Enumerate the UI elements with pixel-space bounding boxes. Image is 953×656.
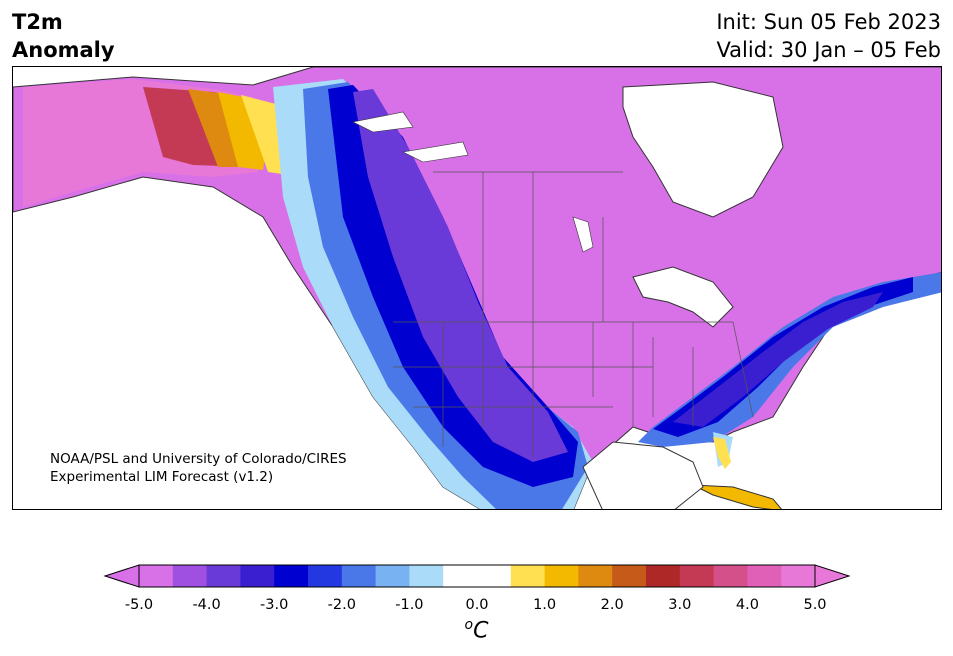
hudson-bay (622, 81, 784, 218)
colorbar-unit-label: oC (0, 617, 953, 643)
colorbar-cell (679, 565, 715, 587)
great-slave-lake (402, 141, 469, 163)
colorbar-cell (409, 565, 444, 587)
init-date: Init: Sun 05 Feb 2023 (716, 10, 941, 34)
valid-range: Valid: 30 Jan – 05 Feb (716, 38, 941, 62)
title-line-1: T2m (12, 10, 63, 34)
great-bear-lake (352, 111, 414, 133)
colorbar-cell (443, 565, 478, 587)
colorbar-cell (646, 565, 681, 587)
colorbar-cells (139, 565, 816, 587)
colorbar-tick-label: 4.0 (735, 597, 759, 613)
forecast-dates: Init: Sun 05 Feb 2023 Valid: 30 Jan – 05… (716, 8, 941, 64)
colorbar-cell (612, 565, 647, 587)
colorbar-tick-label: 2.0 (600, 597, 624, 613)
credit-line-1: NOAA/PSL and University of Colorado/CIRE… (50, 451, 347, 467)
colorbar-cell (308, 565, 343, 587)
map-title: T2m Anomaly (12, 8, 115, 64)
lake-winnipeg (572, 216, 594, 253)
colorbar-tick-label: -3.0 (260, 597, 289, 613)
title-line-2: Anomaly (12, 38, 115, 62)
gulf-of-mexico (582, 441, 704, 509)
credit-text: NOAA/PSL and University of Colorado/CIRE… (50, 450, 347, 486)
colorbar-cell (713, 565, 748, 587)
colorbar-tick-label: -2.0 (327, 597, 356, 613)
colorbar-cell (206, 565, 241, 587)
colorbar-cell (172, 565, 208, 587)
unit-letter: C (473, 618, 489, 644)
colorbar-under-arrow (103, 564, 140, 588)
colorbar-cell (139, 565, 174, 587)
cuba (692, 484, 782, 509)
colorbar-cell (510, 565, 546, 587)
colorbar-cell (578, 565, 613, 587)
colorbar-over-arrow (814, 564, 851, 588)
colorbar-tick-label: -1.0 (395, 597, 424, 613)
colorbar-tick-label: 3.0 (668, 597, 692, 613)
degree-symbol: o (464, 617, 474, 633)
colorbar-cell (240, 565, 275, 587)
anomaly-map: NOAA/PSL and University of Colorado/CIRE… (12, 66, 942, 510)
colorbar-tick-label: 1.0 (533, 597, 557, 613)
colorbar-cell (544, 565, 579, 587)
colorbar-tick-label: 0.0 (465, 597, 489, 613)
colorbar-frame (138, 564, 816, 588)
colorbar-tick-label: -4.0 (192, 597, 221, 613)
colorbar (103, 564, 851, 588)
colorbar-tick-label: -5.0 (124, 597, 154, 613)
florida-warm-spot (713, 437, 731, 469)
political-borders (393, 171, 754, 457)
colorbar-cell (274, 565, 309, 587)
colorbar-cell (747, 565, 782, 587)
colorbar-cell (477, 565, 512, 587)
great-lakes (632, 266, 734, 328)
colorbar-tick-label: 5.0 (803, 597, 827, 613)
colorbar-cell (341, 565, 377, 587)
credit-line-2: Experimental LIM Forecast (v1.2) (50, 469, 274, 485)
colorbar-cell (375, 565, 410, 587)
map-canvas (13, 67, 941, 509)
colorbar-cell (781, 565, 816, 587)
